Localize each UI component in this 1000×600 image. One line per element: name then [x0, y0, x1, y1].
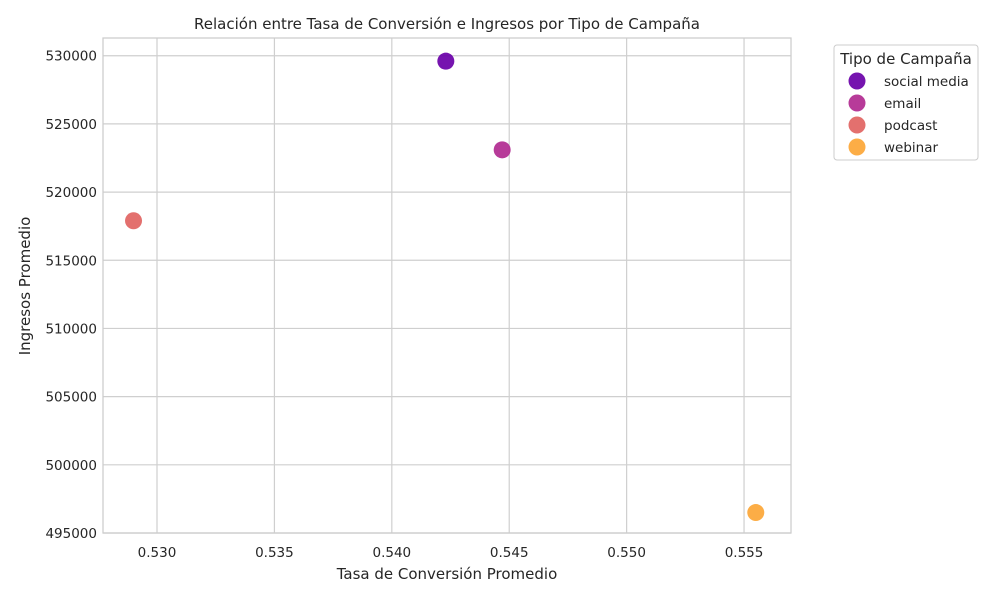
chart-title: Relación entre Tasa de Conversión e Ingr… [194, 15, 700, 33]
plot-frame [102, 37, 792, 534]
legend-marker [848, 116, 866, 134]
y-tick-label: 495000 [45, 526, 97, 542]
legend-marker [848, 72, 866, 90]
y-tick-label: 500000 [45, 458, 97, 474]
legend-items: social media email podcast webinar [848, 72, 969, 156]
data-point-podcast [125, 212, 143, 230]
y-tick-label: 510000 [45, 321, 97, 337]
x-axis-label: Tasa de Conversión Promedio [336, 565, 558, 583]
data-point-email [493, 141, 511, 159]
x-tick-label: 0.555 [725, 545, 764, 561]
y-tick-label: 520000 [45, 185, 97, 201]
y-tick-label: 515000 [45, 253, 97, 269]
x-tick-label: 0.545 [490, 545, 529, 561]
y-axis-label: Ingresos Promedio [16, 217, 34, 356]
data-point-social-media [437, 52, 455, 70]
y-axis-ticks: 495000 500000 505000 510000 515000 520000 5250… [45, 49, 97, 542]
legend-entry-label: podcast [884, 118, 937, 134]
x-tick-label: 0.540 [372, 545, 411, 561]
legend-title: Tipo de Campaña [839, 50, 972, 68]
y-tick-label: 525000 [45, 117, 97, 133]
legend: Tipo de Campaña social media email podcast… [833, 44, 979, 161]
legend-marker [848, 94, 866, 112]
legend-box [833, 44, 979, 161]
grid [103, 38, 791, 534]
x-tick-label: 0.530 [138, 545, 177, 561]
x-tick-label: 0.535 [255, 545, 294, 561]
y-tick-label: 530000 [45, 49, 97, 65]
legend-entry-label: webinar [884, 140, 938, 156]
data-point-webinar [747, 504, 765, 522]
legend-entry-label: email [884, 96, 921, 112]
x-axis-ticks: 0.530 0.535 0.540 0.545 0.550 0.555 [138, 545, 764, 561]
legend-entry-label: social media [884, 74, 969, 90]
y-tick-label: 505000 [45, 390, 97, 406]
data-points [125, 52, 765, 522]
legend-marker [848, 138, 866, 156]
x-tick-label: 0.550 [607, 545, 646, 561]
